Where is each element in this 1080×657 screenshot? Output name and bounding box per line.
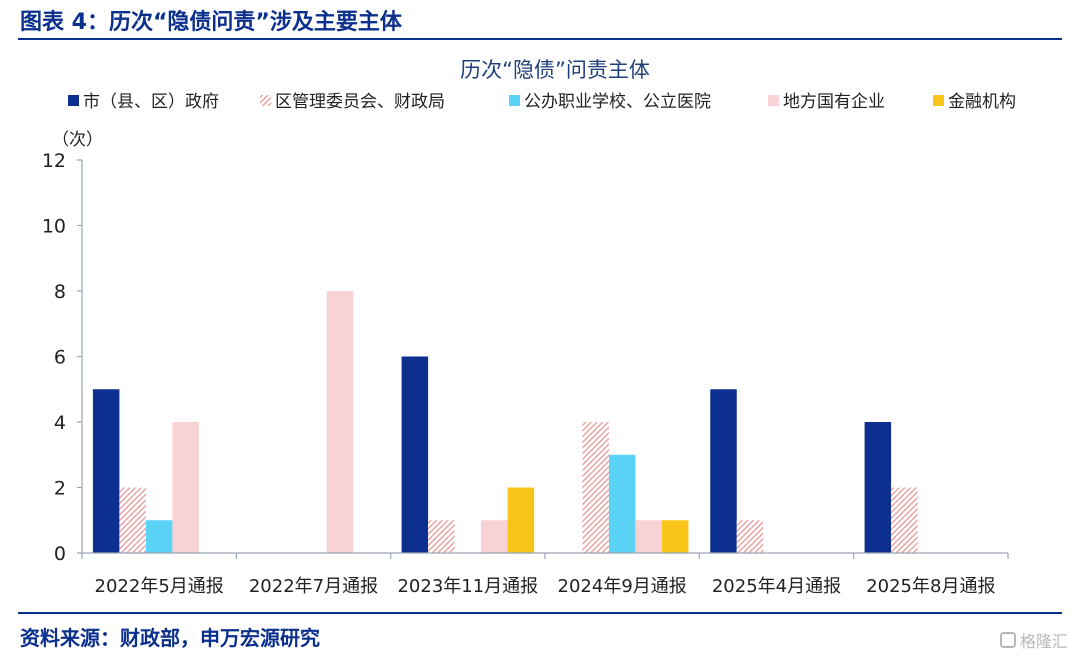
y-axis-label: （次） (52, 130, 103, 150)
y-tick-label: 12 (42, 150, 66, 172)
x-tick-label: 2022年5月通报 (95, 576, 224, 597)
watermark-logo-icon (999, 632, 1016, 648)
bar (92, 389, 120, 553)
legend-item: 地方国有企业 (768, 92, 885, 112)
bar (172, 422, 199, 553)
x-tick-label: 2022年7月通报 (249, 576, 378, 597)
bar (119, 487, 146, 553)
legend-swatch (260, 95, 271, 106)
legend-label: 金融机构 (948, 92, 1016, 112)
bar (736, 520, 764, 553)
top-divider (18, 38, 1062, 40)
legend-swatch (933, 95, 944, 106)
bar (507, 487, 535, 553)
bar-chart: 历次“隐债”问责主体 市（县、区）政府 区管理委员会、财政局 公办职业学校、公立医院… (42, 58, 1016, 597)
y-axis: 0 2 4 6 8 10 12 (42, 150, 83, 565)
bar (145, 520, 173, 553)
y-tick-label: 0 (54, 543, 66, 565)
legend-item: 市（县、区）政府 (68, 92, 219, 112)
y-tick-label: 8 (54, 281, 66, 303)
watermark-text: 格隆汇 (1019, 632, 1068, 651)
bar (481, 520, 508, 553)
source-note: 资料来源：财政部，申万宏源研究 (20, 626, 320, 650)
bottom-divider (18, 612, 1062, 614)
figure-title: 图表 4：历次“隐债问责”涉及主要主体 (20, 10, 402, 35)
x-tick-label: 2025年4月通报 (712, 576, 841, 597)
chart-legend: 市（县、区）政府 区管理委员会、财政局 公办职业学校、公立医院 地方国有企业 金融机构 (68, 92, 1016, 112)
bar (661, 520, 689, 553)
legend-label: 市（县、区）政府 (83, 92, 219, 112)
legend-label: 区管理委员会、财政局 (275, 92, 445, 112)
bar (608, 454, 636, 553)
bar (582, 422, 609, 553)
x-tick-label: 2025年8月通报 (866, 576, 995, 597)
bar (326, 291, 354, 553)
legend-label: 公办职业学校、公立医院 (524, 92, 711, 112)
bar (710, 389, 737, 553)
legend-swatch (509, 95, 520, 106)
bar (864, 422, 892, 553)
y-tick-label: 10 (42, 216, 66, 238)
x-tick-label: 2023年11月通报 (397, 576, 538, 597)
y-tick-label: 2 (54, 478, 66, 500)
bar (428, 520, 455, 553)
legend-swatch (768, 95, 779, 106)
bar (891, 487, 918, 553)
legend-label: 地方国有企业 (783, 92, 885, 112)
legend-swatch (68, 95, 79, 106)
bar (401, 356, 429, 553)
legend-item: 区管理委员会、财政局 (260, 92, 445, 112)
legend-item: 公办职业学校、公立医院 (509, 92, 711, 112)
watermark: 格隆汇 (999, 628, 1068, 652)
x-axis: 2022年5月通报 2022年7月通报 2023年11月通报 2024年9月通报 202… (81, 552, 1009, 597)
x-tick-label: 2024年9月通报 (558, 576, 687, 597)
y-tick-label: 4 (54, 412, 66, 434)
chart-title: 历次“隐债”问责主体 (460, 58, 650, 82)
bar (635, 520, 662, 553)
y-tick-label: 6 (54, 347, 66, 369)
bars-group (92, 291, 918, 553)
legend-item: 金融机构 (933, 92, 1016, 112)
